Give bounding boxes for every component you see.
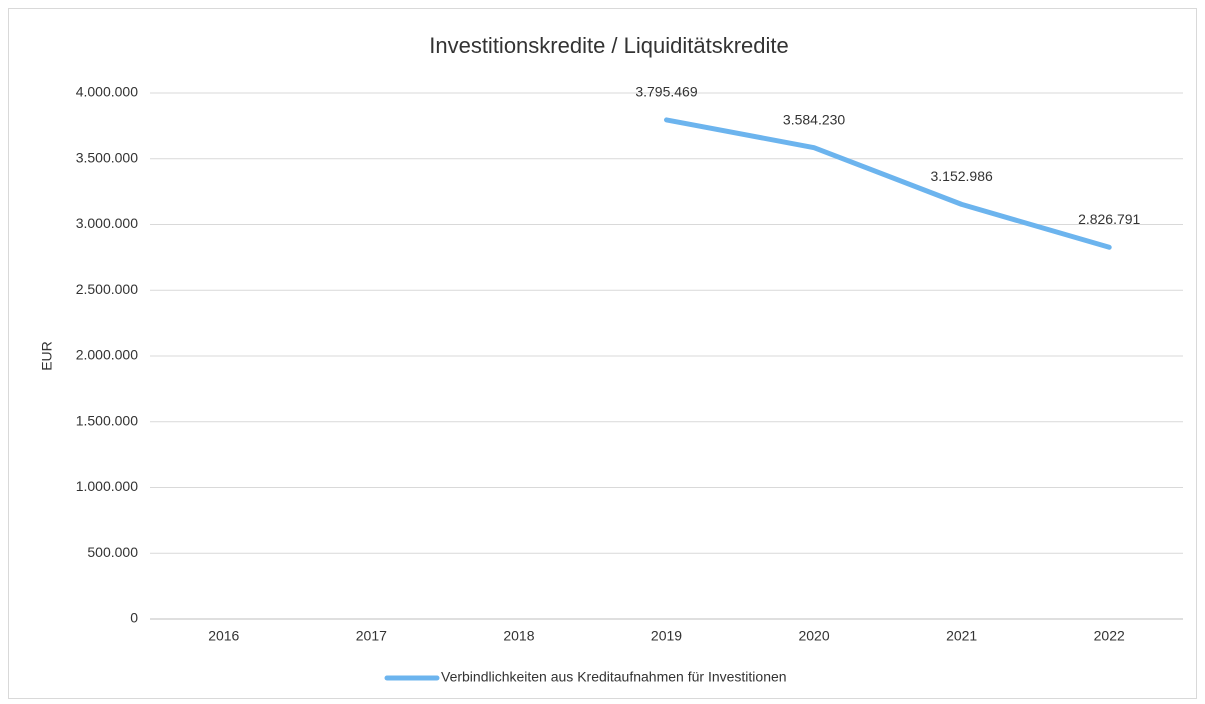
y-tick-label: 2.000.000 (76, 347, 138, 363)
x-tick-label: 2022 (1094, 628, 1125, 644)
x-tick-label: 2020 (798, 628, 829, 644)
y-tick-label: 4.000.000 (76, 84, 138, 100)
data-label: 3.584.230 (783, 111, 845, 127)
data-label: 2.826.791 (1078, 211, 1140, 227)
legend-label: Verbindlichkeiten aus Kreditaufnahmen fü… (441, 669, 787, 685)
x-tick-label: 2018 (503, 628, 534, 644)
y-tick-label: 3.000.000 (76, 215, 138, 231)
chart-border (8, 8, 1197, 699)
y-tick-label: 0 (130, 610, 138, 626)
y-axis-label: EUR (39, 341, 55, 371)
y-tick-label: 3.500.000 (76, 149, 138, 165)
y-tick-label: 500.000 (87, 544, 138, 560)
y-tick-label: 1.000.000 (76, 478, 138, 494)
y-tick-label: 2.500.000 (76, 281, 138, 297)
data-label: 3.152.986 (930, 168, 992, 184)
y-tick-label: 1.500.000 (76, 412, 138, 428)
x-tick-label: 2017 (356, 628, 387, 644)
x-tick-label: 2019 (651, 628, 682, 644)
x-tick-label: 2016 (208, 628, 239, 644)
x-tick-label: 2021 (946, 628, 977, 644)
line-series (664, 117, 1112, 250)
data-label: 3.795.469 (635, 84, 697, 100)
chart-title: Investitionskredite / Liquiditätskredite (429, 33, 789, 58)
